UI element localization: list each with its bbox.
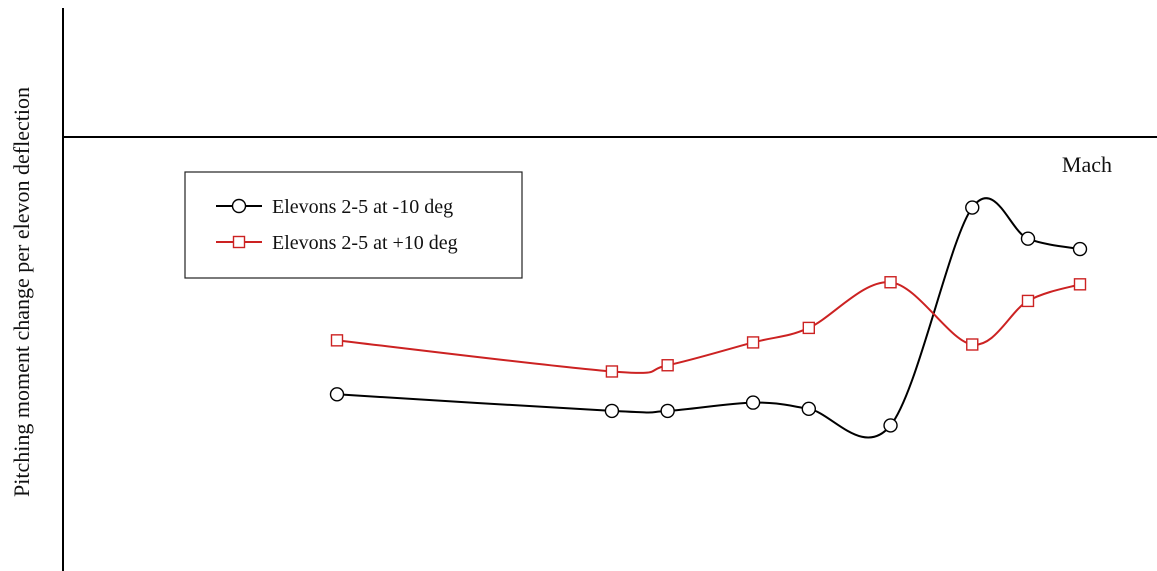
series-2 bbox=[330, 276, 1087, 378]
series-2-line bbox=[336, 281, 1081, 374]
series-2-point-8 bbox=[1021, 294, 1035, 308]
series-1-point-5 bbox=[801, 401, 817, 417]
x-axis-label: Mach bbox=[1062, 152, 1112, 177]
series-1-point-1 bbox=[329, 387, 345, 402]
legend-marker-2 bbox=[232, 235, 246, 249]
series-2-point-2 bbox=[605, 365, 619, 378]
legend-item-2: Elevons 2-5 at +10 deg bbox=[216, 232, 458, 254]
series-1-point-6 bbox=[883, 418, 898, 433]
legend-label-1: Elevons 2-5 at -10 deg bbox=[272, 196, 453, 218]
legend-marker-1 bbox=[231, 198, 247, 214]
legend-box bbox=[184, 171, 523, 279]
series-2-point-6 bbox=[884, 276, 897, 289]
series-1-point-9 bbox=[1072, 241, 1088, 257]
series-2-point-9 bbox=[1073, 278, 1087, 291]
legend: Elevons 2-5 at -10 deg Elevons 2-5 at +10… bbox=[184, 171, 523, 279]
legend-label-2: Elevons 2-5 at +10 deg bbox=[272, 232, 458, 254]
series-2-point-1 bbox=[330, 334, 344, 347]
series-1 bbox=[329, 197, 1088, 439]
series-1-point-7 bbox=[965, 200, 980, 215]
series-1-point-2 bbox=[604, 403, 620, 419]
series-2-point-3 bbox=[661, 359, 674, 372]
legend-items: Elevons 2-5 at -10 deg Elevons 2-5 at +10… bbox=[216, 196, 458, 254]
series-1-point-8 bbox=[1020, 231, 1036, 246]
y-axis-label: Pitching moment change per elevon deflec… bbox=[9, 87, 34, 497]
series-2-point-5 bbox=[802, 321, 816, 335]
series-2-point-4 bbox=[746, 336, 760, 349]
series-2-point-7 bbox=[966, 338, 979, 351]
series-layer bbox=[329, 197, 1088, 439]
legend-item-1: Elevons 2-5 at -10 deg bbox=[216, 196, 453, 218]
series-1-point-3 bbox=[660, 403, 675, 419]
series-1-point-4 bbox=[745, 395, 761, 410]
